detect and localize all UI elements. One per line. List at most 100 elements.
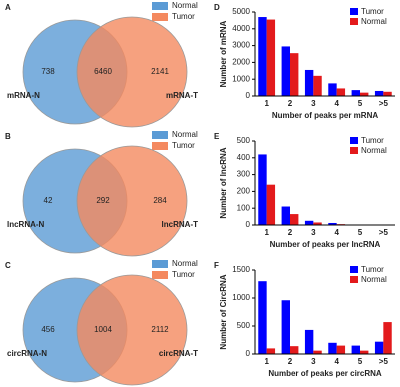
bar [313,75,322,96]
x-axis-title: Number of peaks per lncRNA [270,240,381,249]
bar [304,220,314,225]
y-tick-label: 100 [237,203,251,212]
bar [313,350,322,354]
bar [258,281,267,354]
bar [313,222,322,225]
y-tick-label: 3000 [232,41,250,50]
x-tick-label: >5 [379,357,389,366]
bar [374,341,384,354]
x-tick-label: 1 [264,99,269,108]
x-tick-label: 3 [311,99,316,108]
legend-swatch [350,266,358,273]
legend-label: Normal [361,275,387,284]
legend-label: Tumor [172,12,195,21]
x-tick-label: 5 [358,228,363,237]
venn-count: 6460 [94,67,112,76]
venn-count: 284 [153,196,167,205]
venn-count: 42 [44,196,53,205]
bar [290,214,299,225]
bar [290,346,299,354]
bar [374,90,384,96]
x-tick-label: 4 [334,357,339,366]
venn-count: 2112 [151,325,169,334]
x-tick-label: 5 [358,357,363,366]
bar [383,322,392,354]
x-tick-label: 4 [334,99,339,108]
y-axis-title: Number of mRNA [219,20,228,87]
panel-letter: D [214,3,220,12]
bar [281,300,290,354]
y-tick-label: 1000 [232,74,250,83]
bar [258,17,267,96]
bar [281,46,290,96]
venn-count: 1004 [94,325,112,334]
y-tick-label: 0 [246,91,251,100]
y-tick-label: 4000 [232,24,250,33]
bar [383,91,392,96]
legend-label: Normal [172,1,198,10]
panel-letter: E [214,132,220,141]
x-tick-label: >5 [379,99,389,108]
bar [336,345,346,354]
bar [351,345,360,354]
bar [328,342,337,354]
bar [266,348,276,354]
legend-swatch [152,131,168,139]
venn-circle [76,145,188,257]
legend-label: Tumor [172,141,195,150]
y-tick-label: 2000 [232,58,250,67]
bar [328,83,337,96]
y-tick-label: 500 [237,136,251,145]
legend-swatch [152,142,168,150]
venn-set-label: mRNA-N [7,91,40,100]
legend-swatch [350,8,358,15]
venn-circle [76,16,188,128]
venn-set-label: circRNA-T [159,349,198,358]
y-tick-label: 500 [237,321,251,330]
y-axis-title: Number of CircRNA [219,274,228,349]
legend-label: Normal [172,259,198,268]
legend-swatch [350,147,358,154]
legend-swatch [152,13,168,21]
legend-label: Tumor [361,7,384,16]
y-tick-label: 1000 [232,293,250,302]
legend-swatch [350,137,358,144]
x-tick-label: 1 [264,357,269,366]
panel-letter: A [5,3,11,12]
bar [304,69,314,96]
bar [360,92,369,96]
legend-label: Tumor [361,136,384,145]
y-tick-label: 300 [237,170,251,179]
x-axis-title: Number of peaks per mRNA [272,111,378,120]
y-axis-title: Number of lncRNA [219,147,228,218]
bar [360,350,369,354]
bar [266,184,276,225]
x-tick-label: >5 [379,228,389,237]
venn-count: 2141 [151,67,169,76]
legend-swatch [152,271,168,279]
panel-letter: B [5,132,11,141]
legend-swatch [152,260,168,268]
y-tick-label: 5000 [232,7,250,16]
x-tick-label: 2 [288,357,293,366]
bar [290,53,299,96]
bar [258,154,267,225]
y-tick-label: 200 [237,187,251,196]
x-tick-label: 1 [264,228,269,237]
legend-swatch [152,2,168,10]
legend-label: Normal [172,130,198,139]
bar [304,329,314,354]
bar [351,90,360,96]
legend-label: Tumor [361,265,384,274]
legend-swatch [350,18,358,25]
y-tick-label: 0 [246,349,251,358]
y-tick-label: 400 [237,153,251,162]
venn-circle [76,274,188,386]
x-tick-label: 3 [311,228,316,237]
venn-set-label: lncRNA-T [162,220,199,229]
x-tick-label: 2 [288,228,293,237]
venn-set-label: mRNA-T [166,91,198,100]
venn-set-label: lncRNA-N [7,220,45,229]
bar [281,206,290,225]
